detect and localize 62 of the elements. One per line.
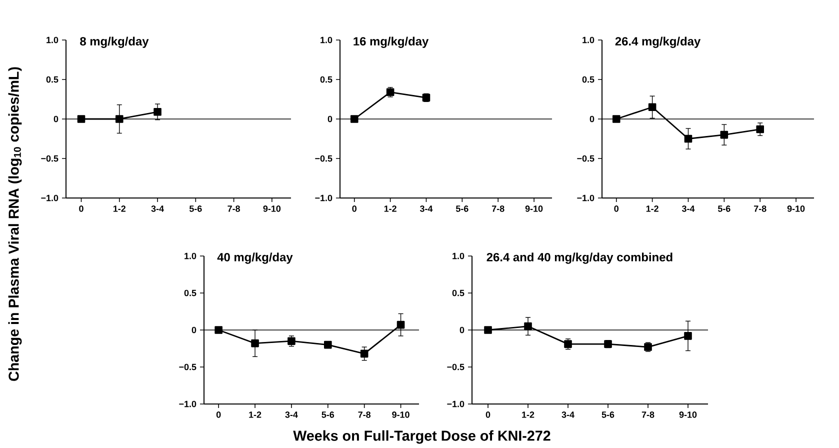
x-tick-label: 5-6 bbox=[456, 206, 468, 212]
y-tick-label: 1.0 bbox=[320, 36, 332, 44]
chart-title: 26.4 mg/kg/day bbox=[615, 36, 701, 48]
chart-title: 40 mg/kg/day bbox=[217, 252, 293, 264]
y-tick-label: 1.0 bbox=[46, 36, 58, 44]
y-tick-label: 0.5 bbox=[452, 290, 464, 296]
y-tick-label: −1.0 bbox=[577, 194, 594, 202]
y-tick-label: 0.5 bbox=[184, 290, 196, 296]
y-tick-label: −0.5 bbox=[315, 155, 332, 162]
y-tick-label: −1.0 bbox=[315, 194, 332, 202]
x-axis-title: Weeks on Full-Target Dose of KNI-272 bbox=[293, 430, 550, 444]
y-tick-label: 0 bbox=[54, 116, 58, 122]
x-tick-label: 7-8 bbox=[754, 206, 766, 212]
x-tick-label: 3-4 bbox=[151, 206, 164, 212]
y-tick-label: 0 bbox=[328, 116, 332, 122]
y-tick-label: 0.5 bbox=[320, 76, 332, 83]
y-tick-label: −0.5 bbox=[41, 155, 58, 162]
x-tick-label: 0 bbox=[614, 206, 619, 212]
y-tick-label: −1.0 bbox=[41, 194, 58, 202]
x-tick-label: 1-2 bbox=[249, 412, 262, 418]
x-tick-label: 9-10 bbox=[263, 206, 281, 212]
x-tick-label: 3-4 bbox=[285, 412, 298, 418]
y-tick-label: 1.0 bbox=[452, 252, 464, 260]
chart-title: 26.4 and 40 mg/kg/day combined bbox=[486, 252, 672, 264]
y-tick-label: 1.0 bbox=[184, 252, 196, 260]
x-tick-label: 0 bbox=[352, 206, 357, 212]
y-tick-label: 0.5 bbox=[46, 76, 58, 83]
x-tick-label: 5-6 bbox=[189, 206, 202, 212]
y-tick-label: 0 bbox=[460, 326, 464, 334]
y-tick-label: 0 bbox=[590, 116, 594, 122]
x-tick-label: 9-10 bbox=[787, 206, 805, 212]
y-tick-label: −1.0 bbox=[179, 400, 196, 408]
x-tick-label: 7-8 bbox=[642, 412, 654, 418]
x-tick-label: 9-10 bbox=[679, 412, 697, 418]
x-tick-label: 7-8 bbox=[228, 206, 240, 212]
x-tick-label: 9-10 bbox=[525, 206, 543, 212]
chart-title: 8 mg/kg/day bbox=[80, 36, 149, 48]
y-tick-label: −1.0 bbox=[447, 400, 464, 408]
x-tick-label: 0 bbox=[486, 412, 490, 418]
x-tick-label: 7-8 bbox=[492, 206, 504, 212]
x-tick-label: 0 bbox=[79, 206, 84, 212]
x-tick-label: 5-6 bbox=[322, 412, 334, 418]
x-tick-label: 3-4 bbox=[420, 206, 433, 212]
x-tick-label: 1-2 bbox=[113, 206, 126, 212]
y-axis-title: Change in Plasma Viral RNA (log$_{10}$ copies/mL) bbox=[8, 67, 22, 381]
x-tick-label: 3-4 bbox=[682, 206, 695, 212]
chart-title: 16 mg/kg/day bbox=[354, 36, 429, 48]
y-tick-label: −0.5 bbox=[179, 364, 196, 370]
y-tick-label: 0.5 bbox=[582, 76, 594, 83]
x-tick-label: 0 bbox=[216, 412, 221, 418]
x-tick-label: 1-2 bbox=[384, 206, 396, 212]
x-tick-label: 7-8 bbox=[358, 412, 371, 418]
x-tick-label: 3-4 bbox=[562, 412, 574, 418]
y-tick-label: 1.0 bbox=[582, 36, 594, 44]
y-tick-label: −0.5 bbox=[447, 364, 464, 370]
y-tick-label: −0.5 bbox=[577, 155, 594, 162]
x-tick-label: 1-2 bbox=[522, 412, 534, 418]
x-tick-label: 9-10 bbox=[392, 412, 410, 418]
x-tick-label: 5-6 bbox=[718, 206, 730, 212]
y-tick-label: 0 bbox=[192, 326, 196, 334]
x-tick-label: 1-2 bbox=[646, 206, 658, 212]
x-tick-label: 5-6 bbox=[602, 412, 614, 418]
